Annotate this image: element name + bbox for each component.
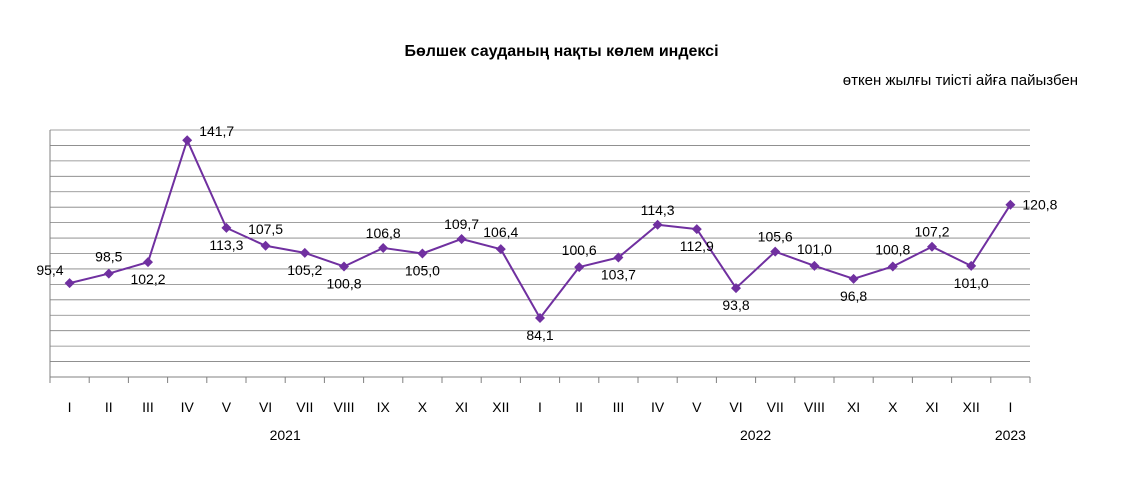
data-label: 113,3 [209, 237, 243, 253]
data-label: 105,6 [758, 229, 793, 245]
data-label: 112,9 [680, 238, 714, 254]
x-tick-label: XI [455, 399, 468, 415]
axes [49, 130, 1031, 383]
data-label: 109,7 [444, 216, 479, 232]
data-label: 105,0 [405, 263, 440, 279]
x-tick-label: V [692, 399, 702, 415]
data-label: 106,4 [483, 224, 518, 240]
x-tick-label: VIII [333, 399, 354, 415]
data-label: 106,8 [366, 225, 401, 241]
data-label: 100,8 [326, 275, 361, 291]
data-label: 96,8 [840, 288, 867, 304]
series-line-path [69, 139, 1012, 320]
x-tick-label: XI [847, 399, 860, 415]
x-tick-label: X [418, 399, 428, 415]
data-label: 107,5 [248, 221, 283, 237]
chart-title: Бөлшек сауданың нақты көлем индексі [404, 43, 719, 60]
year-label: 2023 [995, 427, 1026, 443]
data-label: 100,8 [875, 241, 910, 257]
data-point [809, 260, 820, 271]
data-point [848, 273, 859, 284]
x-tick-label: IV [181, 399, 195, 415]
x-tick-label: I [1008, 399, 1012, 415]
data-point [927, 241, 937, 252]
data-label: 98,5 [95, 249, 122, 265]
data-label: 105,2 [287, 262, 322, 278]
grid-lines [50, 129, 1030, 362]
data-point [574, 262, 585, 273]
data-label: 114,3 [641, 202, 675, 218]
data-point [339, 261, 349, 272]
x-tick-label: VI [259, 399, 272, 415]
data-point [731, 283, 741, 294]
year-labels: 2021 2022 2023 [270, 427, 1027, 443]
x-tick-label: VIII [804, 399, 825, 415]
x-tick-label: XII [963, 399, 980, 415]
data-point [770, 246, 781, 257]
x-tick-label: II [575, 399, 583, 415]
x-tick-label: IV [651, 399, 665, 415]
data-point [260, 240, 271, 251]
data-point [417, 248, 428, 259]
data-label: 103,7 [601, 267, 636, 283]
x-tick-labels: I II III IV V VI VII VIII IX X XI XII I II III IV V VI VII… [68, 399, 1013, 415]
x-tick-label: II [105, 399, 113, 415]
data-point [652, 219, 663, 230]
series-line [69, 139, 1012, 320]
x-tick-label: VII [296, 399, 313, 415]
x-tick-label: X [888, 399, 898, 415]
data-label: 101,0 [797, 241, 832, 257]
x-tick-label: V [222, 399, 232, 415]
x-tick-label: IX [377, 399, 391, 415]
data-labels: 95,498,5102,2141,7113,3107,5105,2100,810… [36, 123, 1057, 343]
chart-subtitle: өткен жылғы тиісті айға пайызбен [842, 72, 1078, 89]
data-point [299, 247, 310, 258]
data-label: 107,2 [914, 224, 949, 240]
data-point [456, 233, 467, 244]
data-point [887, 261, 898, 272]
x-tick-label: I [68, 399, 72, 415]
year-label: 2022 [740, 427, 771, 443]
x-tick-label: XII [492, 399, 509, 415]
data-label: 101,0 [954, 275, 989, 291]
data-point [1005, 199, 1016, 210]
year-label: 2021 [270, 427, 301, 443]
data-label: 100,6 [562, 242, 597, 258]
data-point [182, 135, 193, 146]
data-point [103, 268, 114, 279]
x-tick-label: I [538, 399, 542, 415]
data-point [966, 260, 977, 271]
data-point [613, 252, 624, 263]
x-tick-label: XI [925, 399, 938, 415]
x-tick-label: VI [729, 399, 742, 415]
data-label: 84,1 [526, 327, 553, 343]
data-point [378, 242, 389, 253]
data-label: 95,4 [36, 262, 63, 278]
data-point [691, 224, 702, 235]
data-point [495, 244, 506, 255]
x-tick-label: III [613, 399, 625, 415]
x-tick-label: III [142, 399, 154, 415]
data-label: 102,2 [130, 271, 165, 287]
data-point [535, 313, 545, 324]
data-point [221, 222, 232, 233]
x-tick-label: VII [767, 399, 784, 415]
data-points [64, 135, 1016, 324]
data-point [143, 257, 153, 268]
data-label: 141,7 [199, 123, 234, 139]
data-point [64, 278, 75, 289]
data-label: 93,8 [722, 297, 749, 313]
data-label: 120,8 [1022, 197, 1057, 213]
